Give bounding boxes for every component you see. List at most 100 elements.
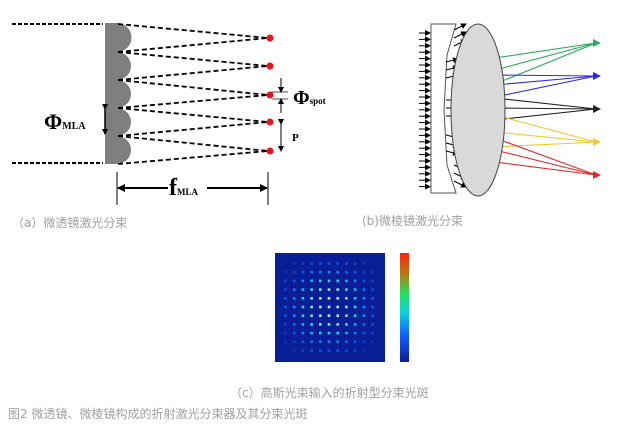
spot [353,270,357,274]
output-beam [494,149,597,176]
spot [362,297,366,300]
colorbar [400,253,409,362]
beam-arrowhead [593,171,601,179]
spot [353,262,357,265]
spot [327,331,331,335]
caption-b: (b)微棱镜激光分束 [362,214,463,228]
spot [336,270,339,274]
spot [327,349,331,352]
spot [310,349,313,352]
caption-c: （c）高斯光束输入的折射型分束光斑 [230,386,429,400]
spot [362,279,366,283]
spot [336,262,339,265]
focal-spot [266,62,274,70]
output-beam [494,141,597,148]
output-beam [494,42,597,59]
spot [362,323,366,326]
spot [353,279,357,283]
spot [292,340,296,344]
dashed-ray [117,37,269,53]
spot [292,288,296,291]
spot [353,297,357,300]
spot [345,297,348,300]
spot [292,305,296,309]
spot [301,331,305,335]
spot [319,323,322,326]
spot [301,314,305,317]
output-beam [494,42,597,71]
spot [345,331,348,335]
focal-spot [266,147,274,155]
spot [371,340,374,344]
dashed-ray [117,107,269,123]
spot-array [284,262,374,352]
output-beam [494,74,597,77]
spot [362,314,366,317]
spot [336,297,339,300]
rays [117,23,269,165]
output-beam [494,107,597,110]
output-beam [494,42,597,85]
prism-plate [430,23,457,194]
spot [301,305,305,309]
pitch-label: P [292,132,299,144]
spot [319,270,322,274]
spot [362,331,366,335]
spot [284,297,287,300]
spot [292,331,296,335]
spot [336,323,339,326]
spot [284,270,287,274]
spot [310,323,313,326]
figure-caption: 图2 微透镜、微棱镜构成的折射激光分束器及其分束光斑 [8,407,308,421]
spot [371,331,374,335]
spot [336,349,339,352]
spot [362,349,366,352]
spot [336,279,339,283]
spot [362,262,366,265]
refracted-arrow [453,180,467,188]
spot [284,331,287,335]
spot [284,305,287,309]
spot [327,323,331,326]
dashed-ray [117,51,269,67]
spot [319,288,322,291]
incident-arrows [419,30,431,190]
spot [301,323,305,326]
spot [327,270,331,274]
output-beams [494,39,601,179]
spot [336,340,339,344]
spot [284,288,287,291]
spot [301,349,305,352]
spot [292,314,296,317]
dashed-ray [117,23,269,39]
output-beam [494,161,597,176]
spot [345,340,348,344]
output-beam [494,75,597,86]
spot [319,297,322,300]
spot [319,314,322,317]
spot [362,270,366,274]
spot [371,288,374,291]
spot [310,297,313,300]
spot [310,340,313,344]
dashed-ray [117,65,269,81]
spot [371,305,374,309]
spot [362,340,366,344]
spot [327,262,331,265]
spot [310,262,313,265]
spot [310,314,313,317]
spot [301,270,305,274]
spot [327,340,331,344]
spot [301,340,305,344]
spot [310,288,313,291]
phi-mla-label: ΦMLA [44,109,86,134]
dashed-ray [117,150,269,165]
spot [319,262,322,265]
dashed-ray [117,79,269,96]
spot [371,297,374,300]
output-beam [494,114,597,143]
spot [336,314,339,317]
spot [353,349,357,352]
output-beam [494,131,597,143]
beam-arrowhead [593,105,601,113]
